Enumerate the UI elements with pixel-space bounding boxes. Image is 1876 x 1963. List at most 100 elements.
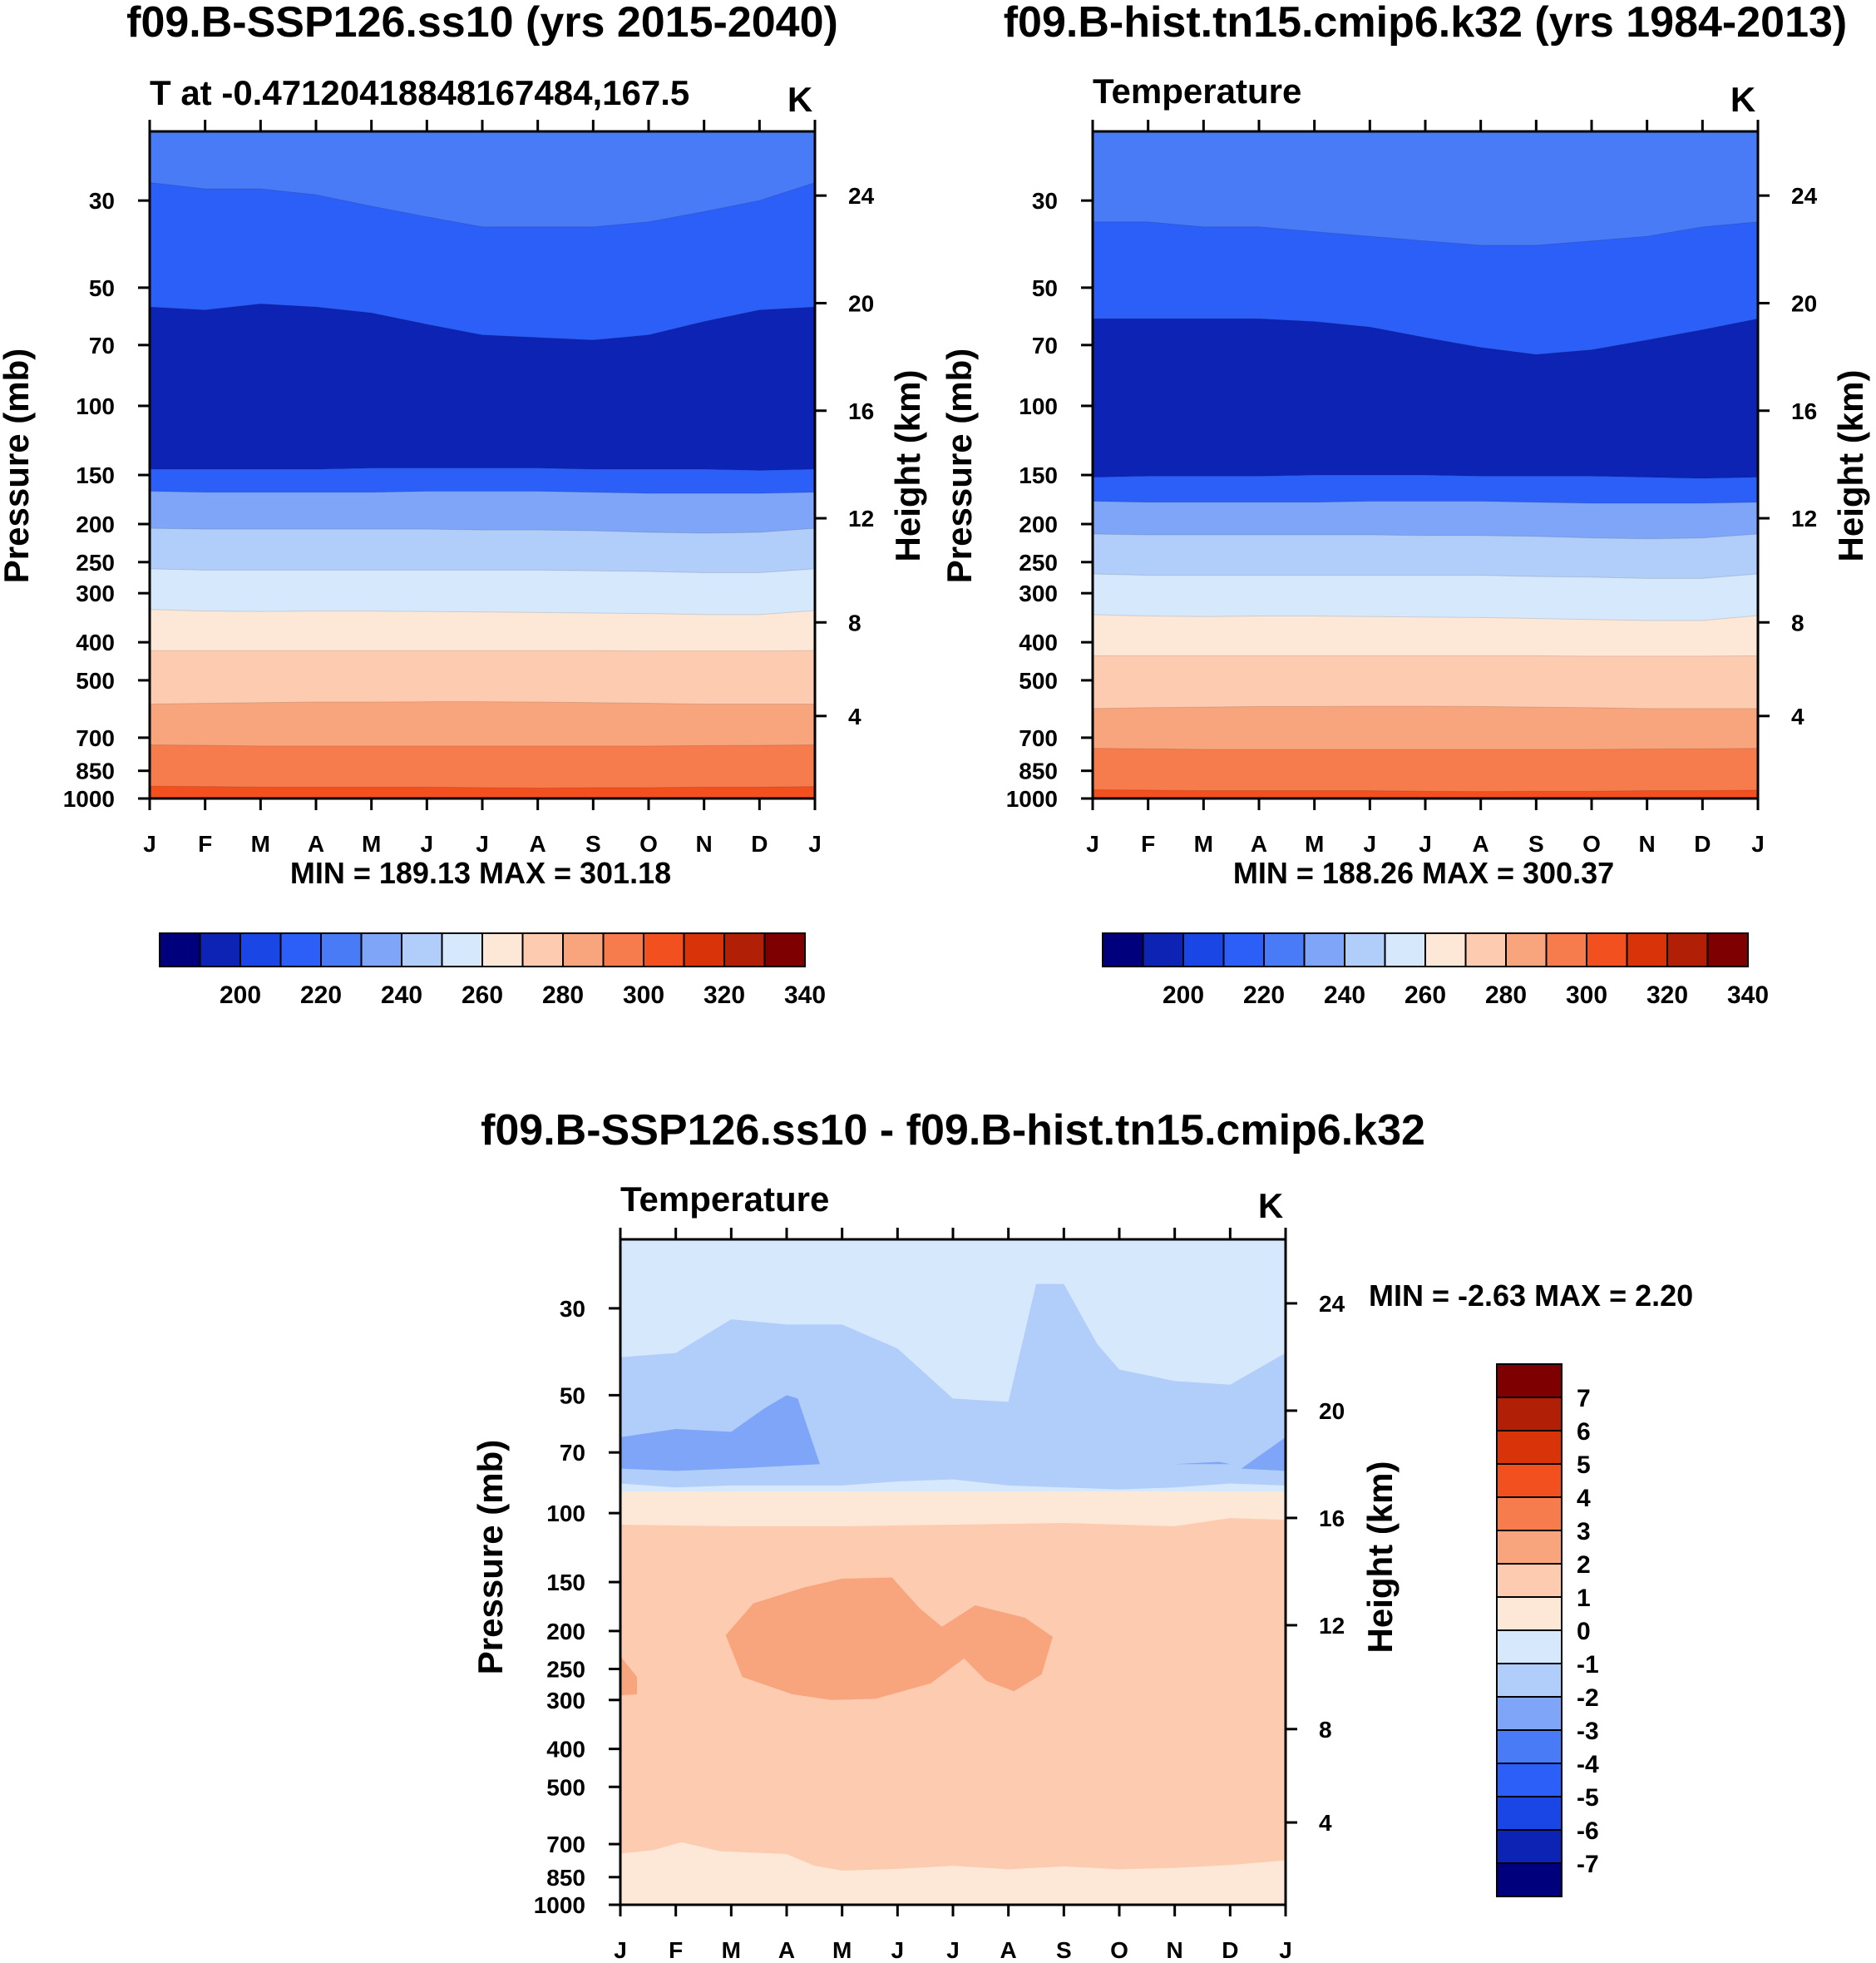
y-tick-label: 70 (560, 1440, 585, 1466)
contour-region (620, 1395, 820, 1471)
colorbar-label: 280 (542, 982, 584, 1009)
contour-fills (150, 131, 815, 799)
colorbar-box (723, 932, 766, 967)
x-tick-label: A (778, 1937, 795, 1963)
y-axis-label: Pressure (mb) (471, 1440, 510, 1674)
y-tick-label: 100 (76, 393, 115, 419)
contour-region (620, 1656, 637, 1696)
colorbar-box (1586, 932, 1628, 967)
y-tick-label: 200 (1019, 512, 1058, 537)
panel-historical: f09.B-hist.tn15.cmip6.k32 (yrs 1984-2013… (940, 0, 1870, 1009)
y-tick-label: 300 (546, 1688, 585, 1713)
y-tick-label: 850 (546, 1865, 585, 1891)
min-max-stats: MIN = -2.63 MAX = 2.20 (1369, 1278, 1693, 1313)
colorbar-box (1496, 1796, 1563, 1831)
x-tick-label: O (1582, 831, 1601, 857)
colorbar-box (199, 932, 241, 967)
contour-line (1093, 501, 1758, 504)
colorbar-box (1496, 1496, 1563, 1531)
x-tick-label: M (1305, 831, 1324, 857)
y-tick-label: 500 (1019, 668, 1058, 694)
panel-subtitle: Temperature (1093, 72, 1301, 111)
colorbar-label: 260 (1405, 982, 1446, 1009)
y-tick-label: 250 (546, 1657, 585, 1683)
colorbar-box (1496, 1763, 1563, 1797)
y-tick-label: 50 (560, 1382, 585, 1408)
colorbar-box (602, 932, 644, 967)
y2-tick-label: 8 (1319, 1717, 1332, 1743)
y2-axis-label: Height (km) (888, 370, 927, 562)
colorbar-label: 5 (1577, 1451, 1591, 1479)
x-tick-label: S (1528, 831, 1544, 857)
x-tick-label: A (308, 831, 324, 857)
contour-fills (620, 1239, 1286, 1905)
y2-tick-label: 8 (1791, 610, 1804, 635)
colorbar-label: 240 (381, 982, 422, 1009)
panel-ssp126: f09.B-SSP126.ss10 (yrs 2015-2040) T at -… (0, 0, 927, 1009)
contour-region (1174, 1461, 1231, 1465)
x-tick-label: M (362, 831, 381, 857)
colorbar-label: 220 (1243, 982, 1285, 1009)
y-tick-label: 300 (1019, 581, 1058, 606)
colorbar-box (1496, 1596, 1563, 1631)
colorbar-label: -5 (1577, 1784, 1599, 1812)
y-tick-label: 700 (76, 725, 115, 751)
colorbar-box (1263, 932, 1306, 967)
colorbar-label: -7 (1577, 1851, 1599, 1878)
x-tick-label: J (946, 1937, 960, 1963)
y-tick-label: 400 (1019, 630, 1058, 655)
colorbar-box (1496, 1463, 1563, 1498)
y2-tick-label: 16 (1319, 1506, 1345, 1531)
colorbar-box (1102, 932, 1144, 967)
colorbar-box (1142, 932, 1184, 967)
colorbar-label: -6 (1577, 1817, 1599, 1845)
x-tick-label: N (1167, 1937, 1183, 1963)
contour-line (150, 744, 815, 747)
y-tick-label: 500 (546, 1774, 585, 1800)
colorbar-label: 6 (1577, 1418, 1591, 1446)
y-tick-label: 300 (76, 581, 115, 606)
colorbar: 7 6 5 4 3 2 1 0 -1 -2 -3 -4 -5 -6 -7 (1496, 1363, 1599, 1897)
colorbar-box (683, 932, 725, 967)
contour-band (1093, 748, 1758, 799)
contour-plot: J F M A M J J A S O N D J 30 50 70 100 150 200 250 300 400 500… (534, 1228, 1345, 1963)
x-tick-label: S (1056, 1937, 1072, 1963)
colorbar-label: 200 (1163, 982, 1204, 1009)
x-tick-label: N (696, 831, 713, 857)
x-tick-label: A (1000, 1937, 1017, 1963)
panel-subtitle: T at -0.47120418848167484,167.5 (150, 73, 689, 112)
x-tick-label: F (198, 831, 212, 857)
colorbar-box (1496, 1729, 1563, 1764)
contour-band (1093, 131, 1758, 245)
y2-tick-label: 24 (1791, 183, 1818, 209)
y-axis-label: Pressure (mb) (0, 349, 36, 583)
colorbar-label: -2 (1577, 1684, 1599, 1712)
y-tick-label: 400 (76, 630, 115, 655)
contour-line (150, 701, 815, 705)
colorbar-box (1424, 932, 1467, 967)
y2-tick-label: 20 (848, 290, 874, 316)
contour-line (150, 527, 815, 534)
units-label: K (1258, 1186, 1283, 1225)
colorbar-box (1496, 1862, 1563, 1897)
colorbar-box (360, 932, 402, 967)
colorbar-box (279, 932, 322, 967)
x-tick-label: F (1141, 831, 1155, 857)
contour-line (1093, 221, 1758, 246)
y-tick-label: 30 (560, 1296, 585, 1322)
colorbar-label: 0 (1577, 1618, 1591, 1645)
y-tick-label: 1000 (1006, 786, 1058, 812)
colorbar-box (1496, 1363, 1563, 1398)
contour-region (725, 1577, 1053, 1700)
colorbar-box (1496, 1829, 1563, 1864)
y2-tick-label: 4 (1319, 1810, 1332, 1836)
y-tick-label: 50 (1032, 275, 1058, 301)
panel-title: f09.B-SSP126.ss10 - f09.B-hist.tn15.cmip… (481, 1106, 1425, 1155)
panel-difference: f09.B-SSP126.ss10 - f09.B-hist.tn15.cmip… (471, 1106, 1693, 1963)
x-tick-label: D (1222, 1937, 1238, 1963)
x-tick-label: D (1694, 831, 1711, 857)
y-tick-label: 700 (1019, 725, 1058, 751)
colorbar-label: 300 (623, 982, 664, 1009)
units-label: K (787, 80, 812, 119)
x-tick-label: J (143, 831, 156, 857)
